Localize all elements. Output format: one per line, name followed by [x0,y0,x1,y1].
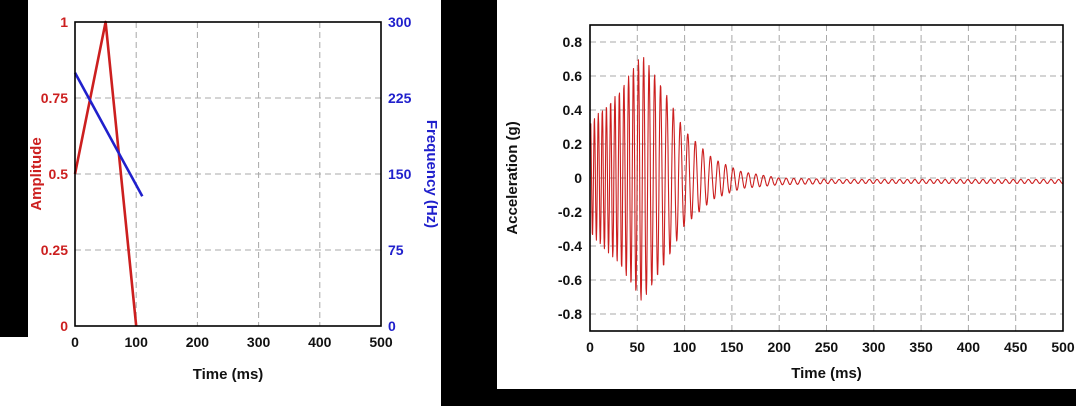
left-black-strip [0,0,28,337]
x-tick-label: 450 [1004,339,1028,355]
y-right-tick-label: 300 [388,14,412,30]
x-tick-label: 200 [768,339,792,355]
amplitude-frequency-chart: 0 100 200 300 400 50000.250.50.75107515022530… [28,14,440,383]
x-tick-label: 250 [815,339,839,355]
acceleration-waveform-line [589,57,1064,301]
left-chart-panel: 0 100 200 300 400 500 0 0.25 0.5 0.75 1 0 75 150 225 30… [0,0,441,406]
y-tick-label: 0.4 [563,102,583,118]
x-tick-label: 300 [247,334,271,350]
y-tick-label: 0.8 [563,34,583,50]
y-tick-label: -0.4 [558,238,582,254]
y-axis-title: Acceleration (g) [504,121,521,234]
y-left-tick-label: 0.5 [49,166,69,182]
y-left-tick-label: 0.25 [41,242,68,258]
y-right-tick-label: 150 [388,166,412,182]
x-tick-label: 300 [862,339,886,355]
x-tick-label: 400 [308,334,332,350]
x-tick-label: 50 [630,339,646,355]
x-tick-label: 0 [71,334,79,350]
y-left-tick-label: 0 [60,318,68,334]
x-tick-label: 100 [673,339,697,355]
x-tick-label: 400 [957,339,981,355]
y-right-axis-title: Frequency (Hz) [423,120,440,228]
y-tick-label: -0.6 [558,272,582,288]
acceleration-chart: 0 50 100 150 200 250 300 350 400 450 500 -0.8 -0.6 -0… [504,24,1075,382]
x-tick-label: 350 [909,339,933,355]
right-chart-panel: 0 50 100 150 200 250 300 350 400 450 500 -0.8 -0.6 -0… [497,0,1076,389]
x-tick-label: 0 [586,339,594,355]
x-tick-label: 150 [720,339,744,355]
y-left-tick-label: 0.75 [41,90,68,106]
x-axis-title: Time (ms) [791,365,862,382]
x-axis-title: Time (ms) [193,366,264,383]
y-tick-label: -0.8 [558,306,582,322]
y-right-tick-label: 225 [388,90,412,106]
x-tick-label: 200 [186,334,210,350]
x-tick-label: 100 [125,334,149,350]
y-left-axis-title: Amplitude [28,137,45,210]
y-right-tick-label: 0 [388,318,396,334]
y-tick-label: 0.6 [563,68,583,84]
x-tick-label: 500 [1051,339,1075,355]
right-plot-frame [589,24,1064,332]
y-tick-label: -0.2 [558,204,582,220]
left-plot-frame [74,21,382,327]
x-tick-label: 500 [369,334,393,350]
y-tick-label: 0 [574,170,582,186]
right-gridlines [589,25,1064,331]
frequency-sweep [73,72,144,197]
y-tick-label: 0.2 [563,136,583,152]
y-left-tick-label: 1 [60,14,68,30]
y-right-tick-label: 75 [388,242,404,258]
